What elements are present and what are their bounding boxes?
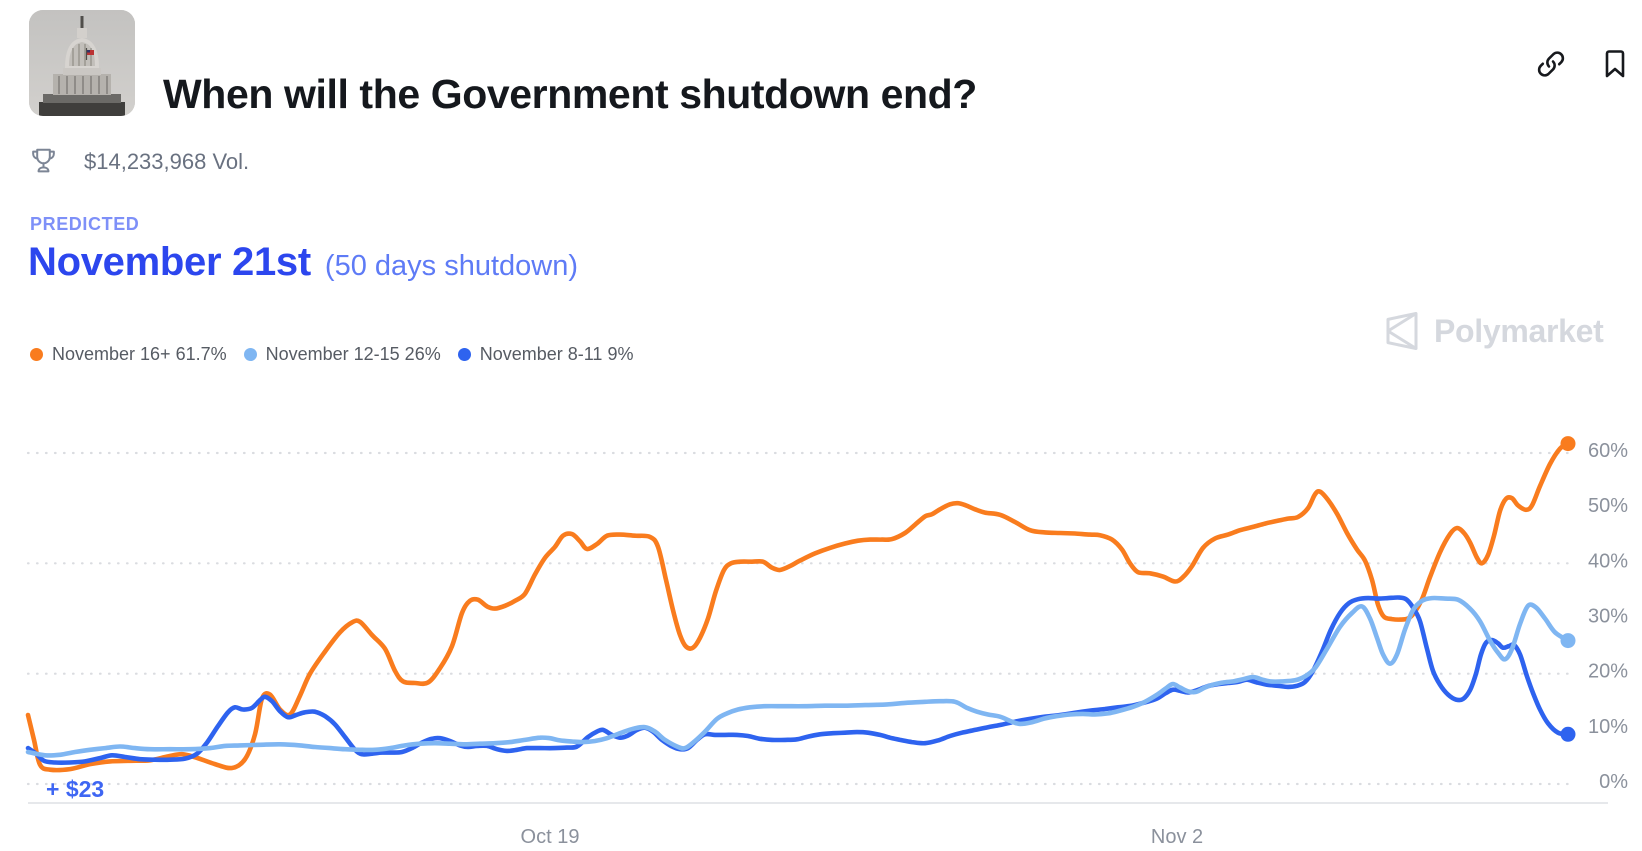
series-line-November-16+ xyxy=(25,441,1571,773)
bookmark-button[interactable] xyxy=(1598,48,1632,82)
legend-label: November 16+ 61.7% xyxy=(52,344,227,364)
y-axis-label-20%: 20% xyxy=(1588,661,1628,683)
series-endpoint-November-8-11 xyxy=(1560,726,1576,742)
series-endpoint-November-12-15 xyxy=(1560,633,1576,649)
predicted-note: (50 days shutdown) xyxy=(324,250,578,282)
market-image xyxy=(29,10,135,116)
x-axis-label-Nov-2: Nov 2 xyxy=(1151,826,1203,848)
profit-annotation: + $23 xyxy=(46,776,105,802)
copy-link-button[interactable] xyxy=(1534,48,1568,82)
link-icon xyxy=(1537,51,1565,77)
y-axis-label-60%: 60% xyxy=(1588,440,1628,462)
y-axis-label-10%: 10% xyxy=(1588,716,1628,738)
y-axis-label-0%: 0% xyxy=(1599,771,1628,793)
watermark-text: Polymarket xyxy=(1434,312,1604,349)
polymarket-logo-icon xyxy=(1386,311,1418,351)
y-axis-label-40%: 40% xyxy=(1588,550,1628,572)
chart-legend: November 16+ 61.7% November 12-15 26% No… xyxy=(30,344,633,365)
price-chart[interactable]: 60% 50% 40% 30% 20% 10% 0% Oct 19 Nov 2 xyxy=(0,370,1642,851)
legend-item-november-8-11: November 8-11 9% xyxy=(457,344,634,365)
volume-row: $14,233,968 Vol. xyxy=(30,146,249,177)
legend-label: November 12-15 26% xyxy=(265,344,441,364)
series-line-November-12-15 xyxy=(25,595,1571,758)
page-title: When will the Government shutdown end? xyxy=(163,71,977,118)
series-endpoint-November-16+ xyxy=(1560,436,1576,452)
legend-label: November 8-11 9% xyxy=(479,344,634,364)
x-axis-label-Oct-19: Oct 19 xyxy=(521,826,580,848)
capitol-illustration xyxy=(29,10,135,116)
legend-dot-icon xyxy=(457,348,471,361)
polymarket-watermark: Polymarket xyxy=(1381,310,1604,352)
trophy-icon xyxy=(32,148,55,173)
legend-dot-icon xyxy=(30,348,43,361)
series-line-November-8-11 xyxy=(25,595,1571,765)
y-axis-label-30%: 30% xyxy=(1588,606,1628,628)
legend-item-november-16plus: November 16+ 61.7% xyxy=(30,344,227,365)
volume-text: $14,233,968 Vol. xyxy=(84,148,250,174)
bookmark-icon xyxy=(1605,50,1625,78)
predicted-outcome: November 21st xyxy=(28,240,311,284)
legend-item-november-12-15: November 12-15 26% xyxy=(243,344,441,365)
prediction-row: November 21st (50 days shutdown) xyxy=(28,240,578,285)
legend-dot-icon xyxy=(243,348,257,361)
y-axis-label-50%: 50% xyxy=(1588,495,1628,517)
predicted-label: PREDICTED xyxy=(30,214,140,234)
